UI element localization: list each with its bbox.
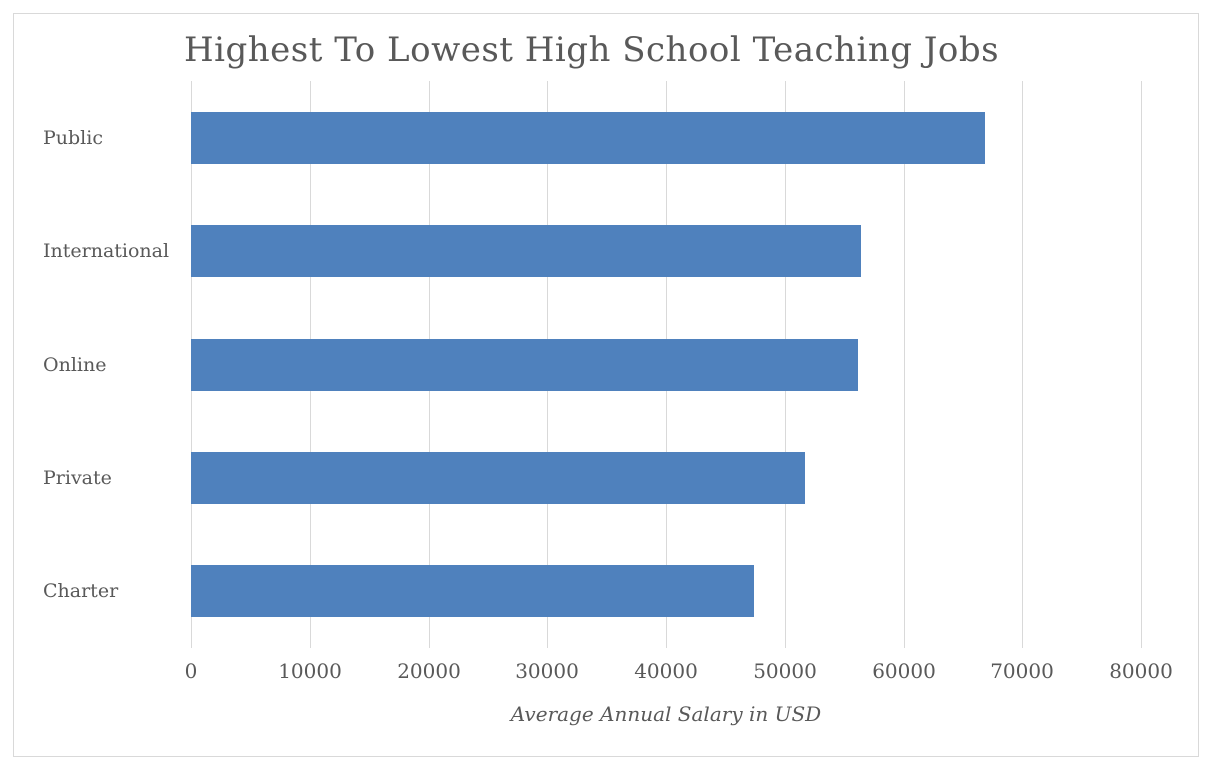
x-tick-label-60000: 60000 (872, 659, 936, 683)
bar-public (191, 112, 985, 164)
chart-frame: Highest To Lowest High School Teaching J… (13, 13, 1199, 757)
x-tick-label-0: 0 (184, 659, 198, 683)
x-tick-label-30000: 30000 (515, 659, 579, 683)
x-tick-label-10000: 10000 (278, 659, 342, 683)
category-label-private: Private (43, 467, 112, 489)
x-axis-title: Average Annual Salary in USD (510, 702, 822, 726)
bar-online (191, 339, 858, 391)
chart-title: Highest To Lowest High School Teaching J… (184, 30, 1000, 70)
plot-area (191, 81, 1142, 648)
x-tick-label-70000: 70000 (990, 659, 1054, 683)
bar-private (191, 452, 805, 504)
category-label-charter: Charter (43, 580, 119, 602)
category-label-online: Online (43, 354, 107, 376)
x-tick-label-50000: 50000 (753, 659, 817, 683)
x-tick-label-40000: 40000 (634, 659, 698, 683)
gridline-70000 (1022, 81, 1023, 648)
category-label-public: Public (43, 127, 103, 149)
category-label-international: International (43, 240, 170, 262)
bar-charter (191, 565, 754, 617)
gridline-60000 (904, 81, 905, 648)
gridline-80000 (1141, 81, 1142, 648)
x-tick-label-20000: 20000 (397, 659, 461, 683)
bar-international (191, 225, 861, 277)
x-tick-label-80000: 80000 (1109, 659, 1173, 683)
